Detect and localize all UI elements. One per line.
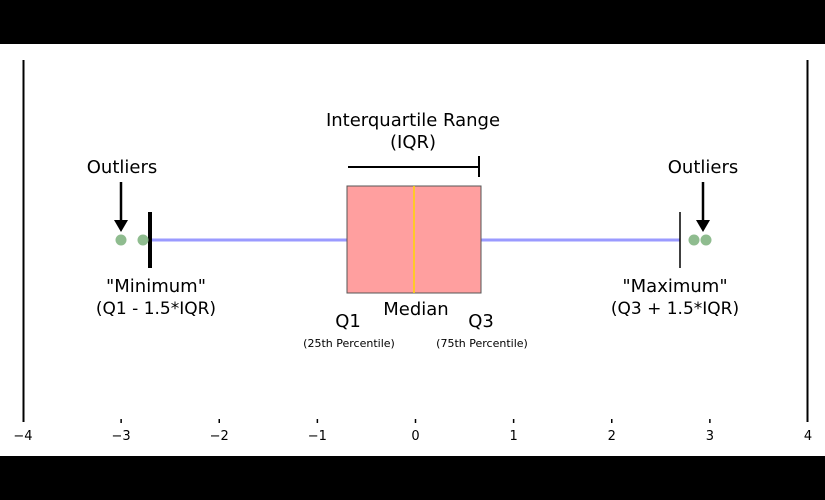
- bottom-band: [0, 456, 825, 500]
- x-tick-label: 3: [706, 429, 714, 444]
- q1-sublabel: (25th Percentile): [303, 337, 395, 350]
- outlier-point: [700, 234, 712, 246]
- q3-label: Q3: [468, 311, 494, 332]
- maximum-label: "Maximum": [622, 276, 727, 297]
- top-band: [0, 0, 825, 44]
- arrow-down-icon: [696, 220, 710, 232]
- outliers-right-label: Outliers: [668, 157, 739, 178]
- outliers-left-label: Outliers: [87, 157, 158, 178]
- x-tick-label: 1: [509, 429, 517, 444]
- x-tick-label: 2: [608, 429, 616, 444]
- x-tick-label: 0: [411, 429, 419, 444]
- iqr-title: Interquartile Range: [326, 110, 500, 131]
- x-tick-label: −3: [112, 429, 131, 444]
- maximum-formula: (Q3 + 1.5*IQR): [611, 299, 739, 319]
- q3-sublabel: (75th Percentile): [436, 337, 528, 350]
- x-tick-label: −4: [13, 429, 32, 444]
- minimum-label: "Minimum": [106, 276, 206, 297]
- minimum-formula: (Q1 - 1.5*IQR): [96, 299, 216, 319]
- arrow-down-icon: [114, 220, 128, 232]
- x-tick-label: 4: [804, 429, 812, 444]
- x-tick-label: −2: [210, 429, 229, 444]
- iqr-subtitle: (IQR): [390, 132, 436, 153]
- x-tick-label: −1: [308, 429, 327, 444]
- median-label: Median: [383, 299, 448, 320]
- outlier-point: [688, 234, 700, 246]
- outlier-point: [115, 234, 127, 246]
- x-axis: −4 −3 −2 −1 0 1 2 3 4: [13, 419, 812, 444]
- q1-label: Q1: [335, 311, 361, 332]
- outlier-point: [137, 234, 149, 246]
